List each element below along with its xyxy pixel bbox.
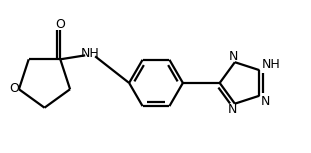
Text: NH: NH — [81, 47, 100, 60]
Text: NH: NH — [262, 58, 281, 71]
Text: N: N — [228, 103, 238, 116]
Text: O: O — [10, 82, 19, 95]
Text: O: O — [55, 18, 65, 31]
Text: N: N — [261, 95, 270, 108]
Text: N: N — [229, 50, 239, 63]
